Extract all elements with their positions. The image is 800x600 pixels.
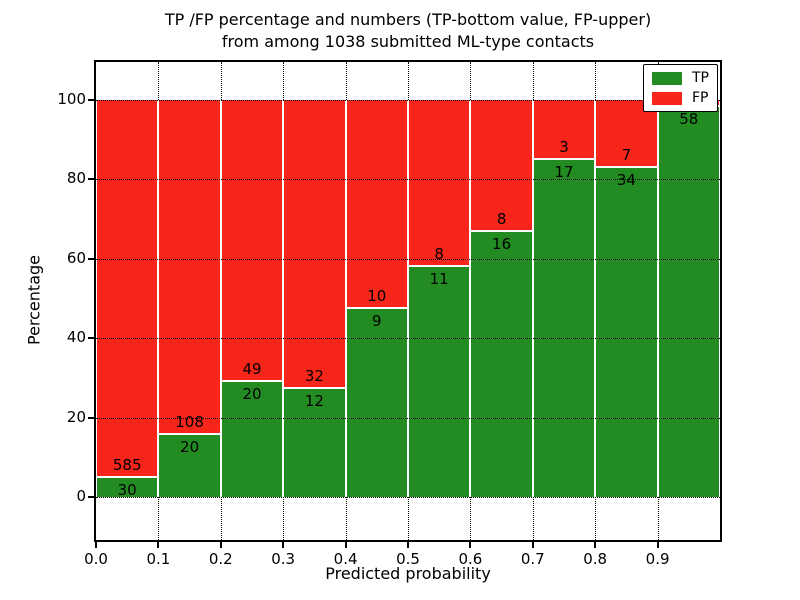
legend-row: FP [652,91,709,105]
bar-tp-segment [283,388,346,497]
x-tick [594,540,597,548]
y-tick-label: 80 [66,169,86,188]
x-tick-label: 0.1 [146,550,171,568]
bar-tp-segment [220,381,284,497]
x-tick [282,540,285,548]
bar-fp-segment [283,100,346,389]
x-tick [531,540,534,548]
x-tick [219,540,222,548]
legend-row: TP [652,71,709,85]
y-tick [88,496,96,498]
x-tick-label: 0.9 [645,550,670,568]
chart-title-line-2: from among 1038 submitted ML-type contac… [221,32,595,51]
bar-fp-segment [470,100,533,233]
y-tick-label: 60 [66,248,86,267]
bar-tp-segment [96,477,159,497]
x-tick [157,540,160,548]
x-tick [407,540,409,548]
legend: TP FP [643,64,718,112]
legend-swatch-fp [652,91,682,105]
y-tick-label: 20 [66,407,86,426]
x-tick-label: 0.3 [271,550,296,568]
bar-tp-segment [657,106,720,497]
y-tick-label: 100 [57,90,86,108]
bar-fp-segment [532,100,596,160]
gridline-horizontal [96,497,720,498]
bar-fp-segment [220,100,284,382]
bar-tp-segment [158,434,221,497]
gridline-horizontal [96,258,720,260]
y-tick [88,99,96,101]
bar-fp-segment [408,100,471,268]
y-tick [88,337,96,340]
gridline-horizontal [96,179,720,181]
bar-tp-segment [532,159,596,497]
y-tick [88,178,96,181]
x-tick-label: 0.5 [396,550,420,568]
x-tick [469,540,472,548]
plot-area: Percentage Predicted probability TP FP 58… [25,60,722,583]
bar-fp-segment [96,100,159,478]
x-tick-label: 0.4 [333,550,358,568]
legend-label-fp: FP [692,90,709,106]
gridline-horizontal [96,338,720,340]
x-tick [95,540,97,548]
legend-swatch-tp [652,71,682,85]
bar-tp-segment [595,167,658,497]
x-tick-label: 0.0 [84,550,108,568]
y-tick-label: 0 [76,487,86,505]
x-axis-label: Predicted probability [325,564,491,583]
gridline-horizontal [96,417,720,419]
y-tick [88,257,96,260]
bar-tp-segment [470,232,533,497]
y-tick [88,416,96,419]
legend-label-tp: TP [692,70,709,86]
gridline-horizontal [96,100,720,101]
y-axis-label: Percentage [24,254,44,346]
x-tick-label: 0.6 [458,550,483,568]
bar-tp-segment [345,308,408,497]
y-tick-label: 40 [66,328,86,347]
x-tick [656,540,659,548]
x-tick-label: 0.7 [520,550,545,568]
bar-fp-segment [345,100,408,309]
x-tick-label: 0.2 [208,550,233,568]
bar-tp-segment [408,267,471,497]
chart-title-line-1: TP /FP percentage and numbers (TP-bottom… [164,10,652,29]
x-tick-label: 0.8 [583,550,608,568]
x-tick [344,540,347,548]
chart-title: TP /FP percentage and numbers (TP-bottom… [96,9,720,53]
bar-fp-segment [158,100,221,435]
